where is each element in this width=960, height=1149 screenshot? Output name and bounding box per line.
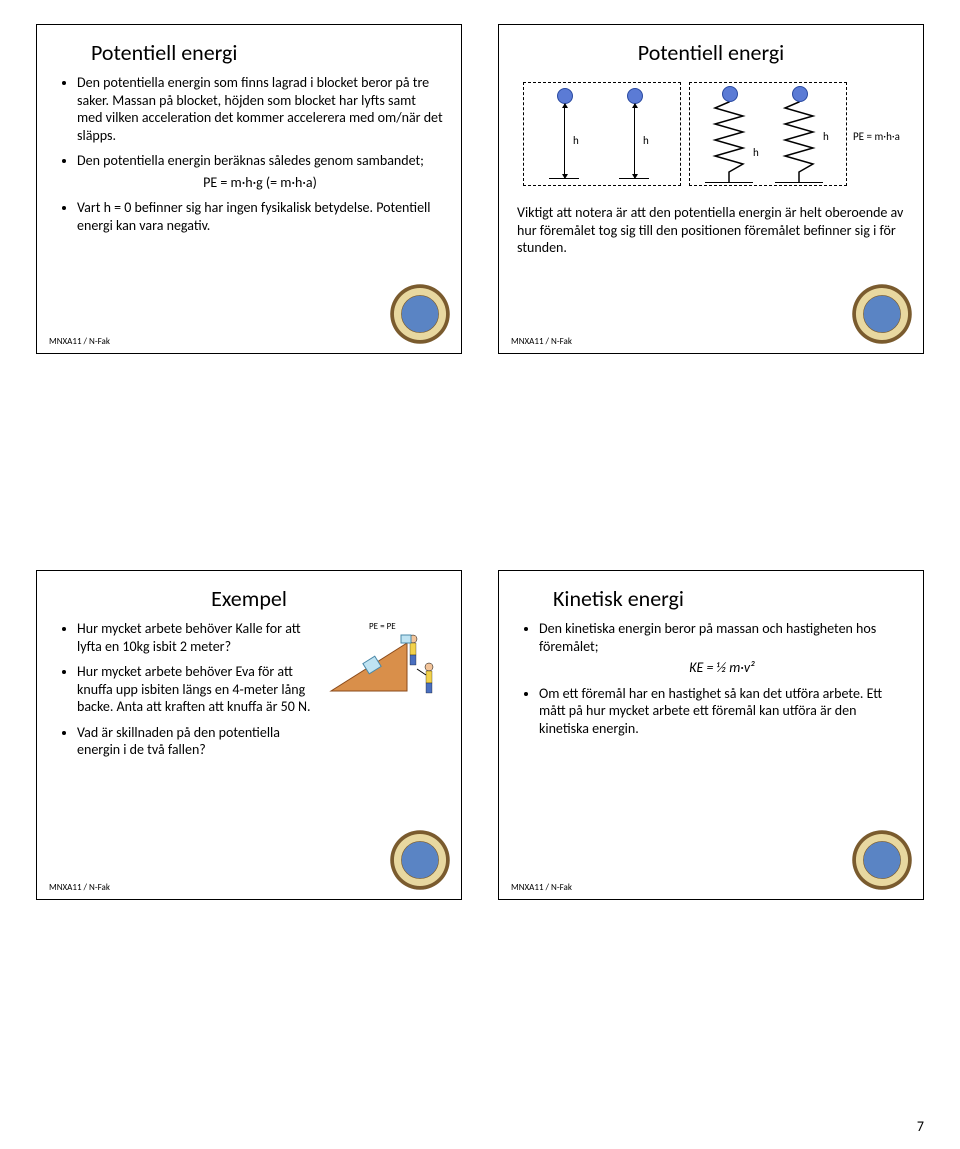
page-number: 7 (917, 1118, 924, 1135)
bullet-text: Den potentiella energin beräknas således… (77, 152, 424, 169)
bullet-text: Den kinetiska energin beror på massan oc… (539, 620, 876, 655)
slide-2-body: Viktigt att notera är att den potentiell… (517, 204, 905, 257)
list-item: Hur mycket arbete behöver Eva för att kn… (77, 663, 323, 716)
baseline (619, 178, 649, 179)
slide-3-title: Exempel (55, 585, 443, 612)
h-label: h (643, 134, 649, 147)
slide-footer: MNXA11 / N-Fak (49, 882, 110, 893)
university-seal-icon (389, 829, 451, 891)
ball-icon (627, 88, 643, 104)
slide-1-bullets: Den potentiella energin som finns lagrad… (55, 74, 443, 234)
list-item: Hur mycket arbete behöver Kalle for att … (77, 620, 323, 655)
university-seal-icon (389, 283, 451, 345)
ball-icon (722, 86, 738, 102)
ramp-label: PE = PE (369, 621, 396, 632)
pe-formula-label: PE = m·h·a (853, 130, 900, 143)
list-item: Om ett föremål har en hastighet så kan d… (539, 685, 905, 738)
ball-icon (557, 88, 573, 104)
list-item: Vad är skillnaden på den potentiella ene… (77, 724, 323, 759)
slide-grid: Potentiell energi Den potentiella energi… (36, 24, 924, 900)
height-arrow (564, 104, 565, 178)
page: Potentiell energi Den potentiella energi… (0, 0, 960, 1149)
height-arrow (634, 104, 635, 178)
slide-3: Exempel PE = PE Hur mycket arbete b (36, 570, 462, 900)
ramp-figure-icon: PE = PE (321, 619, 441, 699)
baseline (549, 178, 579, 179)
slide-1: Potentiell energi Den potentiella energi… (36, 24, 462, 354)
slide-footer: MNXA11 / N-Fak (511, 882, 572, 893)
university-seal-icon (851, 283, 913, 345)
slide-footer: MNXA11 / N-Fak (511, 336, 572, 347)
slide-4-bullets: Den kinetiska energin beror på massan oc… (517, 620, 905, 737)
h-label: h (573, 134, 579, 147)
slide-2: Potentiell energi h h (498, 24, 924, 354)
spring-icon (779, 94, 819, 184)
slide-footer: MNXA11 / N-Fak (49, 336, 110, 347)
list-item: Den potentiella energin som finns lagrad… (77, 74, 443, 144)
list-item: Vart h = 0 befinner sig har ingen fysika… (77, 199, 443, 234)
slide-4-title: Kinetisk energi (517, 585, 905, 612)
h-label: h (823, 130, 829, 143)
diagram-box-left (523, 82, 681, 186)
list-item: Den kinetiska energin beror på massan oc… (539, 620, 905, 677)
university-seal-icon (851, 829, 913, 891)
spring-icon (709, 94, 749, 184)
list-item: Den potentiella energin beräknas således… (77, 152, 443, 191)
formula: PE = m·h·g (= m·h·a) (77, 174, 443, 192)
ball-icon (792, 86, 808, 102)
slide-2-title: Potentiell energi (517, 39, 905, 66)
h-label: h (753, 146, 759, 159)
pe-diagram: h h h h PE = m·h·a (517, 74, 905, 194)
baseline (705, 182, 753, 183)
slide-1-title: Potentiell energi (55, 39, 443, 66)
formula: KE = ½ m·v² (539, 659, 905, 677)
slide-4: Kinetisk energi Den kinetiska energin be… (498, 570, 924, 900)
baseline (775, 182, 823, 183)
